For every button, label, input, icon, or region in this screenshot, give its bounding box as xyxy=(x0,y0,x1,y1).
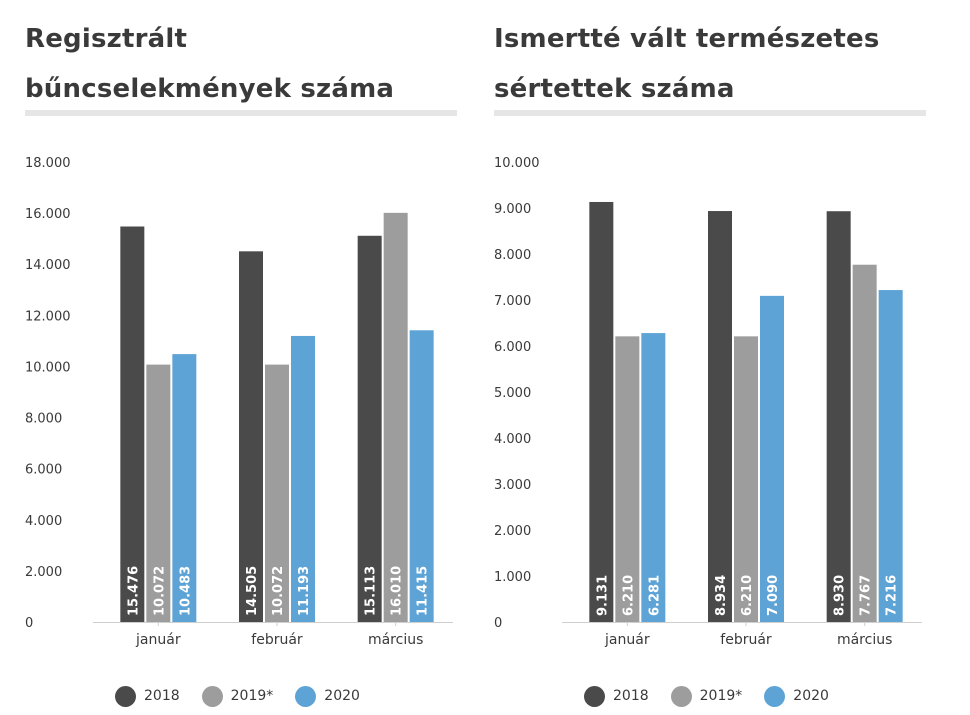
legend-swatch-2019 xyxy=(201,685,223,707)
x-tick-label: január xyxy=(135,632,181,648)
y-tick-label: 2.000 xyxy=(494,524,531,539)
data-label: 8.934 xyxy=(714,575,729,616)
x-tick-label: március xyxy=(368,632,423,648)
y-tick-label: 1.000 xyxy=(494,570,531,585)
y-tick-label: 12.000 xyxy=(25,309,71,324)
bar xyxy=(760,295,784,622)
legend-item-2018: 2018 xyxy=(584,685,649,707)
legend-item-2019: 2019* xyxy=(201,685,274,707)
y-tick-label: 9.000 xyxy=(494,202,531,217)
legend-swatch-2018 xyxy=(584,685,605,707)
bar xyxy=(708,211,732,622)
bar xyxy=(878,290,903,622)
bar xyxy=(734,336,758,622)
x-tick-label: március xyxy=(837,632,892,648)
y-tick-label: 0 xyxy=(494,616,502,631)
data-label: 7.090 xyxy=(766,575,781,616)
legend-item-2020: 2020 xyxy=(764,685,829,707)
bar xyxy=(826,211,851,622)
data-label: 10.072 xyxy=(152,566,167,616)
bar-chart-crimes: 0 2.000 4.000 6.000 8.000 10.000 12.000 14.000 1… xyxy=(25,156,453,648)
bar xyxy=(239,251,263,623)
y-tick-label: 8.000 xyxy=(25,412,62,427)
bar xyxy=(357,235,382,622)
data-label: 14.505 xyxy=(245,566,260,616)
data-label: 6.210 xyxy=(740,575,755,616)
bar xyxy=(146,364,171,622)
data-label: 15.476 xyxy=(126,566,141,616)
bar xyxy=(172,354,197,622)
data-label: 11.193 xyxy=(297,566,312,616)
y-tick-label: 18.000 xyxy=(25,156,71,171)
bar xyxy=(615,336,640,622)
title-divider xyxy=(25,110,457,116)
data-label: 15.113 xyxy=(364,566,379,616)
bar-chart-victims: 0 1.000 2.000 3.000 4.000 5.000 6.000 7.000 8.00… xyxy=(494,156,922,648)
legend-swatch-2020 xyxy=(295,685,317,707)
legend-label: 2020 xyxy=(324,688,360,704)
x-tick-label: február xyxy=(251,632,303,648)
bar xyxy=(409,330,434,622)
chart-legend: 2018 2019* 2020 xyxy=(584,684,851,708)
legend-label: 2019* xyxy=(230,688,274,704)
y-tick-label: 5.000 xyxy=(494,386,531,401)
bar xyxy=(120,226,145,622)
bar xyxy=(852,264,877,622)
data-label: 7.767 xyxy=(859,575,874,616)
chart-panel-crimes: Regisztrált bűncselekmények száma 0 2.000… xyxy=(25,0,457,715)
x-tick-label: február xyxy=(720,632,772,648)
legend-label: 2018 xyxy=(144,688,180,704)
y-tick-label: 2.000 xyxy=(25,565,62,580)
legend-item-2019: 2019* xyxy=(670,685,743,707)
bar xyxy=(265,364,289,622)
data-label: 9.131 xyxy=(595,575,610,616)
bar xyxy=(383,212,408,622)
legend-swatch-2018 xyxy=(115,685,136,707)
data-label: 6.281 xyxy=(647,575,662,616)
chart-panel-victims: Ismertté vált természetes sértettek szám… xyxy=(494,0,926,715)
data-label: 7.216 xyxy=(885,575,900,616)
y-tick-label: 6.000 xyxy=(494,340,531,355)
bar xyxy=(291,335,315,622)
chart-legend: 2018 2019* 2020 xyxy=(115,684,382,708)
chart-title: Regisztrált bűncselekmények száma xyxy=(25,24,395,104)
legend-label: 2018 xyxy=(613,688,649,704)
bar xyxy=(589,201,614,622)
legend-swatch-2019 xyxy=(670,685,692,707)
chart-title: Ismertté vált természetes sértettek szám… xyxy=(494,24,880,104)
x-tick-label: január xyxy=(604,632,650,648)
legend-label: 2020 xyxy=(793,688,829,704)
y-tick-label: 0 xyxy=(25,616,33,631)
data-label: 10.072 xyxy=(271,566,286,616)
data-label: 8.930 xyxy=(833,575,848,616)
y-tick-label: 10.000 xyxy=(25,360,71,375)
y-tick-label: 3.000 xyxy=(494,478,531,493)
y-tick-label: 16.000 xyxy=(25,207,71,222)
bar xyxy=(641,333,666,622)
y-tick-label: 8.000 xyxy=(494,248,531,263)
y-tick-label: 14.000 xyxy=(25,258,71,273)
data-label: 16.010 xyxy=(390,566,405,616)
data-label: 10.483 xyxy=(178,566,193,616)
y-tick-label: 6.000 xyxy=(25,463,62,478)
title-divider xyxy=(494,110,926,116)
legend-label: 2019* xyxy=(699,688,743,704)
legend-swatch-2020 xyxy=(764,685,786,707)
y-tick-label: 7.000 xyxy=(494,294,531,309)
legend-item-2020: 2020 xyxy=(295,685,360,707)
y-tick-label: 10.000 xyxy=(494,156,540,171)
data-label: 11.415 xyxy=(416,566,431,616)
data-label: 6.210 xyxy=(621,575,636,616)
legend-item-2018: 2018 xyxy=(115,685,180,707)
y-tick-label: 4.000 xyxy=(494,432,531,447)
y-tick-label: 4.000 xyxy=(25,514,62,529)
